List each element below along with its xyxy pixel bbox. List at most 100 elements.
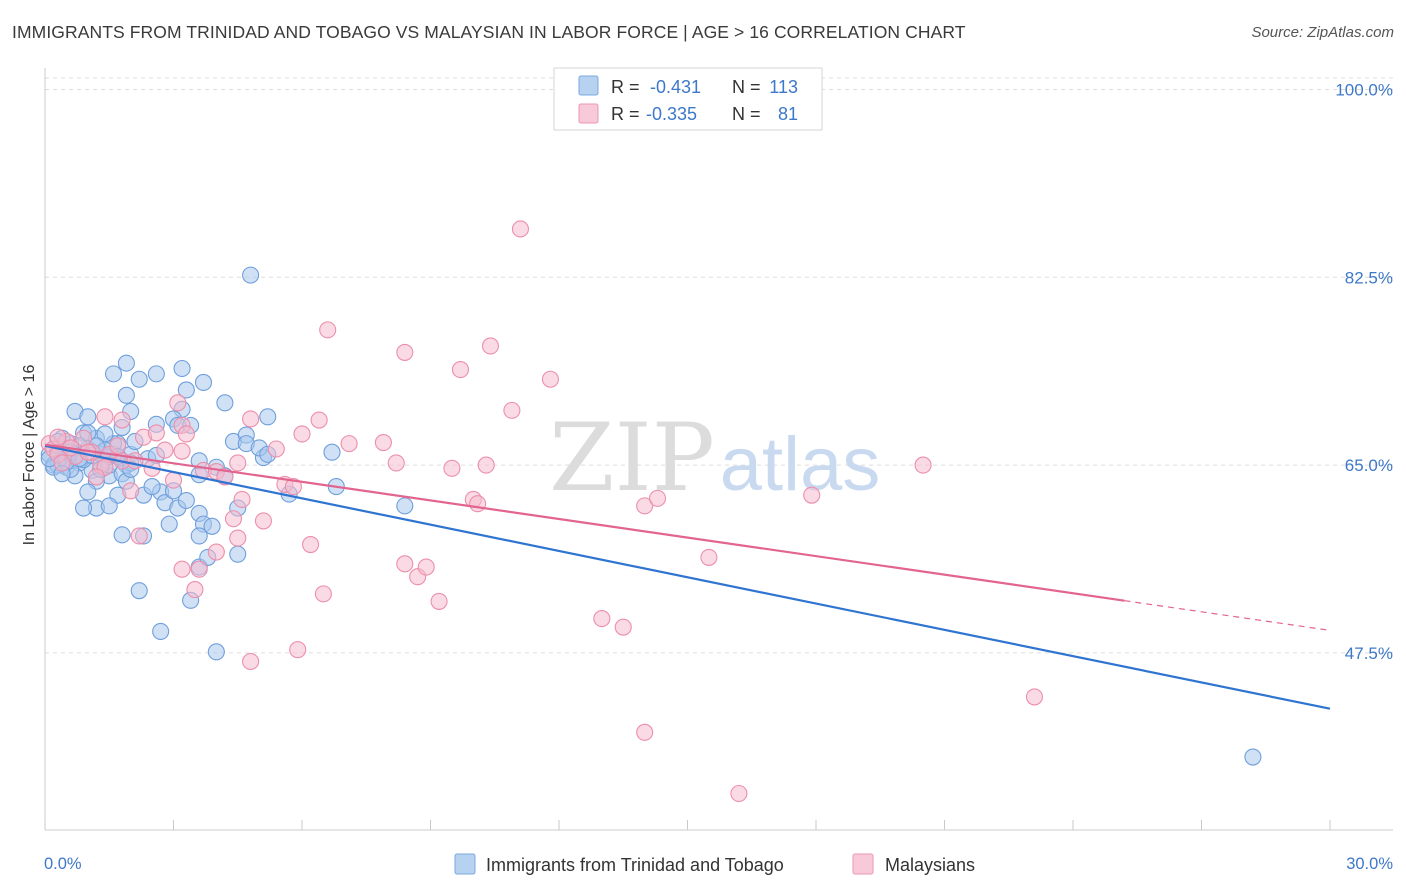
y-axis-tick-labels: 100.0% 82.5% 65.0% 47.5% [1335, 80, 1393, 662]
data-point-pink [242, 652, 260, 671]
stats-legend-n-value-pink: 81 [778, 104, 798, 124]
data-point-blue [259, 408, 277, 426]
data-point-blue [190, 527, 208, 545]
stats-legend-r-label-pink: R = [611, 104, 640, 124]
data-point-blue [216, 394, 234, 412]
stats-legend-r-label-blue: R = [611, 77, 640, 97]
y-tick-label: 65.0% [1345, 456, 1393, 475]
stats-legend-n-value-blue: 113 [769, 77, 798, 97]
series-blue-points [40, 266, 1262, 766]
data-point-blue [229, 545, 247, 563]
data-point-pink [164, 471, 183, 489]
data-point-blue [396, 497, 414, 515]
data-point-pink [177, 425, 195, 443]
data-point-blue [100, 497, 118, 515]
data-point-pink [156, 441, 174, 459]
data-point-pink [593, 610, 611, 628]
data-point-blue [152, 622, 170, 641]
series-legend: Immigrants from Trinidad and Tobago Mala… [454, 853, 975, 875]
data-point-pink [340, 435, 358, 453]
data-point-pink [207, 543, 225, 561]
data-point-pink [314, 585, 332, 603]
x-axis-ticks [44, 820, 1331, 830]
data-point-pink [242, 410, 260, 428]
chart-title: IMMIGRANTS FROM TRINIDAD AND TOBAGO VS M… [12, 22, 966, 42]
y-tick-label: 47.5% [1345, 644, 1393, 663]
data-point-pink [374, 434, 392, 452]
data-point-pink [648, 489, 667, 507]
data-point-pink [430, 592, 448, 610]
stats-legend-r-value-pink: -0.335 [646, 104, 697, 124]
data-point-blue [117, 354, 135, 372]
trend-lines [44, 443, 1331, 710]
data-point-blue [130, 370, 148, 388]
data-point-pink [96, 408, 114, 426]
trend-line-blue [44, 444, 1331, 710]
data-point-pink [122, 482, 140, 500]
data-point-pink [267, 440, 285, 458]
data-point-blue [96, 425, 114, 443]
data-point-pink [417, 558, 435, 576]
series-legend-label-pink: Malaysians [885, 855, 975, 875]
data-point-pink [293, 425, 311, 443]
data-point-blue [203, 517, 221, 535]
stats-legend-swatch-pink [578, 103, 599, 124]
data-point-pink [190, 560, 208, 578]
data-point-pink [109, 437, 127, 455]
x-tick-label-max: 30.0% [1346, 855, 1393, 873]
data-point-pink [396, 555, 414, 573]
y-axis-label: In Labor Force | Age > 16 [21, 365, 38, 546]
x-tick-label-min: 0.0% [44, 855, 82, 873]
data-point-pink [302, 535, 320, 554]
watermark-atlas: atlas [720, 422, 881, 507]
stats-legend-n-label-pink: N = [732, 104, 761, 124]
data-point-blue [323, 443, 341, 461]
data-point-blue [79, 408, 97, 426]
data-point-pink [730, 784, 748, 803]
data-point-blue [143, 478, 161, 496]
data-point-pink [469, 495, 487, 513]
data-point-pink [130, 527, 148, 545]
data-point-pink [914, 456, 932, 474]
data-point-blue [147, 365, 165, 383]
data-point-pink [636, 723, 654, 741]
data-point-pink [387, 454, 405, 472]
data-point-pink [614, 618, 632, 636]
data-point-pink [229, 529, 247, 547]
data-point-pink [233, 490, 251, 508]
watermark: ZIP atlas [549, 404, 880, 513]
data-point-blue [117, 386, 135, 404]
data-point-blue [194, 373, 213, 392]
data-point-blue [79, 483, 97, 501]
data-point-pink [477, 456, 495, 474]
data-point-blue [130, 582, 148, 600]
data-point-pink [169, 394, 187, 412]
data-point-pink [173, 442, 191, 460]
data-point-blue [173, 359, 191, 378]
data-point-blue [113, 526, 131, 544]
data-point-blue [75, 499, 93, 517]
data-point-pink [1025, 688, 1043, 706]
data-point-pink [229, 454, 247, 472]
data-point-blue [242, 266, 260, 284]
data-point-pink [541, 370, 559, 388]
data-point-pink [310, 411, 328, 429]
series-legend-swatch-blue [454, 853, 476, 875]
data-point-pink [147, 424, 165, 442]
stats-legend-n-label-blue: N = [732, 77, 761, 97]
series-legend-label-blue: Immigrants from Trinidad and Tobago [486, 855, 784, 875]
data-point-blue [177, 381, 195, 399]
data-point-pink [284, 478, 302, 496]
data-point-pink [254, 512, 273, 530]
data-point-pink [173, 560, 191, 578]
data-point-blue [1244, 748, 1262, 766]
stats-legend-swatch-blue [578, 75, 599, 96]
trend-line-pink [44, 443, 1125, 602]
data-point-pink [87, 468, 105, 486]
data-point-pink [49, 428, 67, 446]
data-point-blue [104, 365, 123, 383]
data-point-pink [443, 459, 461, 477]
y-tick-label: 82.5% [1345, 268, 1393, 287]
data-point-pink [53, 454, 71, 472]
